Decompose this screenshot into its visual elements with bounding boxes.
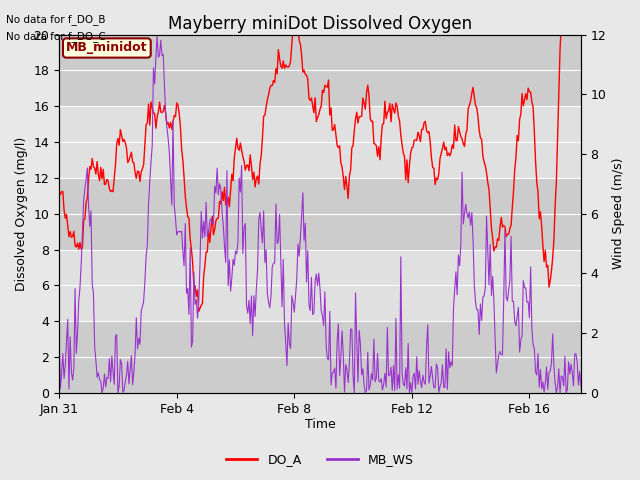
X-axis label: Time: Time: [305, 419, 335, 432]
Text: No data for f_DO_B: No data for f_DO_B: [6, 14, 106, 25]
Bar: [59, 178, 581, 250]
Bar: [59, 106, 581, 178]
Legend: DO_A, MB_WS: DO_A, MB_WS: [221, 448, 419, 471]
Title: Mayberry miniDot Dissolved Oxygen: Mayberry miniDot Dissolved Oxygen: [168, 15, 472, 33]
Y-axis label: Wind Speed (m/s): Wind Speed (m/s): [612, 158, 625, 269]
Text: No data for f_DO_C: No data for f_DO_C: [6, 31, 106, 42]
Bar: [59, 250, 581, 321]
Bar: [59, 321, 581, 393]
Text: MB_minidot: MB_minidot: [66, 41, 148, 55]
Bar: [59, 35, 581, 106]
Y-axis label: Dissolved Oxygen (mg/l): Dissolved Oxygen (mg/l): [15, 137, 28, 291]
